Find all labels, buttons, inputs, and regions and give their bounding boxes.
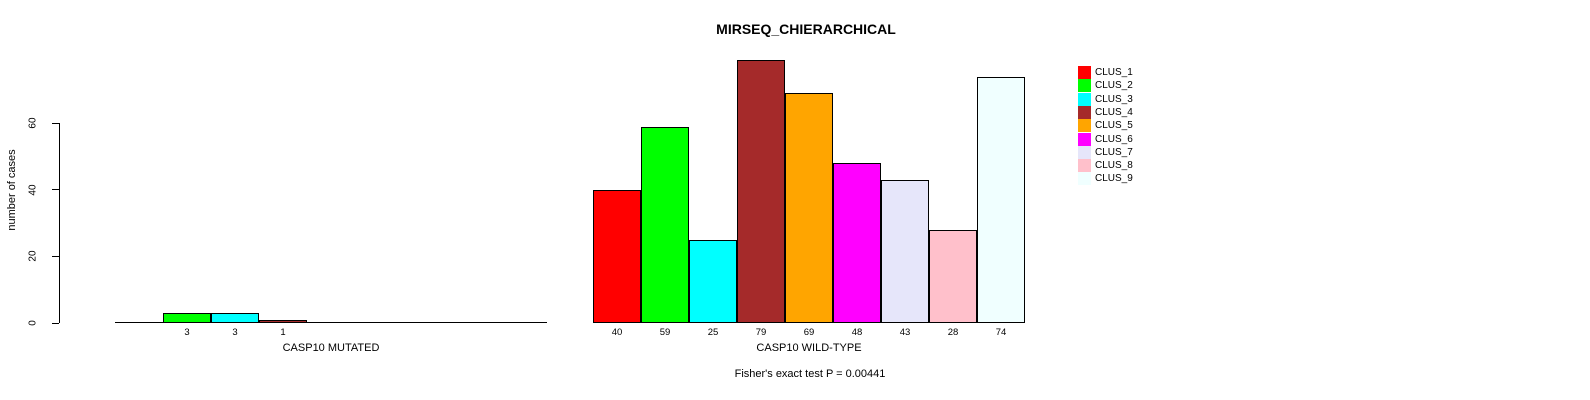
bar-clus_7 — [881, 179, 929, 323]
chart-title: MIRSEQ_CHIERARCHICAL — [716, 21, 896, 37]
bar-clus_6 — [833, 163, 881, 323]
bar-value-label: 48 — [851, 327, 863, 338]
legend-swatch-clus_2 — [1078, 79, 1091, 93]
legend-swatch-clus_6 — [1078, 132, 1091, 146]
y-tick-label: 20 — [27, 250, 39, 262]
bar-clus_1 — [593, 189, 641, 323]
group-x-label: CASP10 MUTATED — [282, 342, 380, 354]
bar-value-label: 40 — [611, 327, 623, 338]
bar-value-label: 25 — [707, 327, 719, 338]
bar-clus_3 — [211, 313, 259, 323]
group-baseline — [115, 322, 547, 323]
bar-value-label: 3 — [184, 327, 190, 338]
y-tick-label: 0 — [27, 320, 39, 326]
y-tick — [52, 189, 59, 191]
bar-value-label: 1 — [280, 327, 286, 338]
bar-clus_4 — [737, 59, 785, 323]
legend-swatch-clus_7 — [1078, 145, 1091, 159]
legend-label-clus_6: CLUS_6 — [1095, 133, 1133, 145]
group-x-label: CASP10 WILD-TYPE — [756, 342, 862, 354]
legend-swatch-clus_9 — [1078, 172, 1091, 186]
legend-label-clus_7: CLUS_7 — [1095, 146, 1133, 158]
bar-value-label: 59 — [659, 327, 671, 338]
legend-swatch-clus_5 — [1078, 119, 1091, 133]
legend-label-clus_5: CLUS_5 — [1095, 120, 1133, 132]
bar-clus_9 — [977, 76, 1025, 323]
bar-value-label: 28 — [947, 327, 959, 338]
legend-label-clus_4: CLUS_4 — [1095, 106, 1133, 118]
legend-label-clus_1: CLUS_1 — [1095, 67, 1133, 78]
bar-value-label: 69 — [803, 327, 815, 338]
bar-clus_4 — [259, 319, 307, 323]
fisher-test-note: Fisher's exact test P = 0.00441 — [734, 368, 886, 380]
legend-swatch-clus_3 — [1078, 92, 1091, 106]
y-tick — [52, 122, 59, 124]
bar-clus_8 — [929, 229, 977, 323]
y-tick — [52, 255, 59, 257]
legend-label-clus_2: CLUS_2 — [1095, 80, 1133, 92]
legend-label-clus_3: CLUS_3 — [1095, 93, 1133, 105]
bar-clus_2 — [163, 313, 211, 323]
legend-label-clus_9: CLUS_9 — [1095, 173, 1133, 185]
bar-value-label: 74 — [995, 327, 1007, 338]
bar-clus_2 — [641, 126, 689, 323]
legend-swatch-clus_1 — [1078, 66, 1091, 79]
bar-clus_3 — [689, 239, 737, 323]
y-axis-label: number of cases — [6, 149, 18, 231]
legend-swatch-clus_8 — [1078, 159, 1091, 173]
bar-value-label: 79 — [755, 327, 767, 338]
legend-label-clus_8: CLUS_8 — [1095, 160, 1133, 172]
bar-clus_5 — [785, 93, 833, 323]
y-tick-label: 40 — [27, 184, 39, 196]
y-axis-line — [59, 123, 60, 323]
bar-value-label: 3 — [232, 327, 238, 338]
y-tick-label: 60 — [27, 117, 39, 129]
legend-swatch-clus_4 — [1078, 105, 1091, 119]
bar-value-label: 43 — [899, 327, 911, 338]
y-tick — [52, 322, 59, 324]
